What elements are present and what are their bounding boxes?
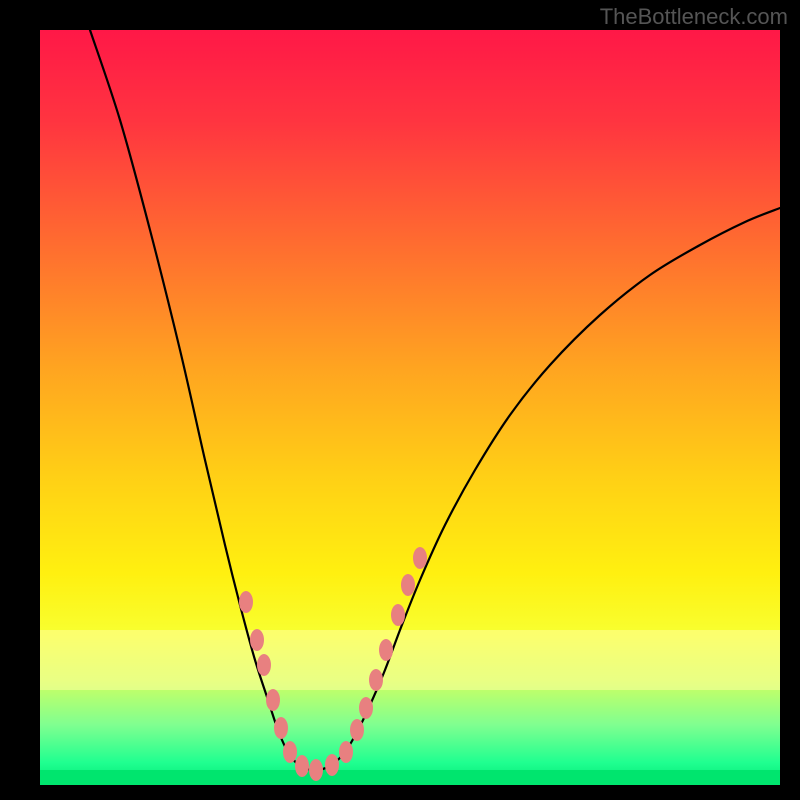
data-marker bbox=[295, 755, 309, 777]
data-marker bbox=[379, 639, 393, 661]
data-marker bbox=[401, 574, 415, 596]
data-marker bbox=[309, 759, 323, 781]
data-marker bbox=[413, 547, 427, 569]
data-marker bbox=[239, 591, 253, 613]
data-marker bbox=[274, 717, 288, 739]
data-marker bbox=[266, 689, 280, 711]
data-marker bbox=[350, 719, 364, 741]
watermark-label: TheBottleneck.com bbox=[600, 4, 788, 30]
data-marker bbox=[325, 754, 339, 776]
data-marker bbox=[250, 629, 264, 651]
data-marker bbox=[339, 741, 353, 763]
chart-container: TheBottleneck.com bbox=[0, 0, 800, 800]
data-marker bbox=[283, 741, 297, 763]
data-marker bbox=[391, 604, 405, 626]
bottleneck-curve bbox=[90, 30, 780, 770]
data-marker bbox=[369, 669, 383, 691]
data-markers bbox=[239, 547, 427, 781]
data-marker bbox=[257, 654, 271, 676]
chart-svg-layer bbox=[0, 0, 800, 800]
data-marker bbox=[359, 697, 373, 719]
